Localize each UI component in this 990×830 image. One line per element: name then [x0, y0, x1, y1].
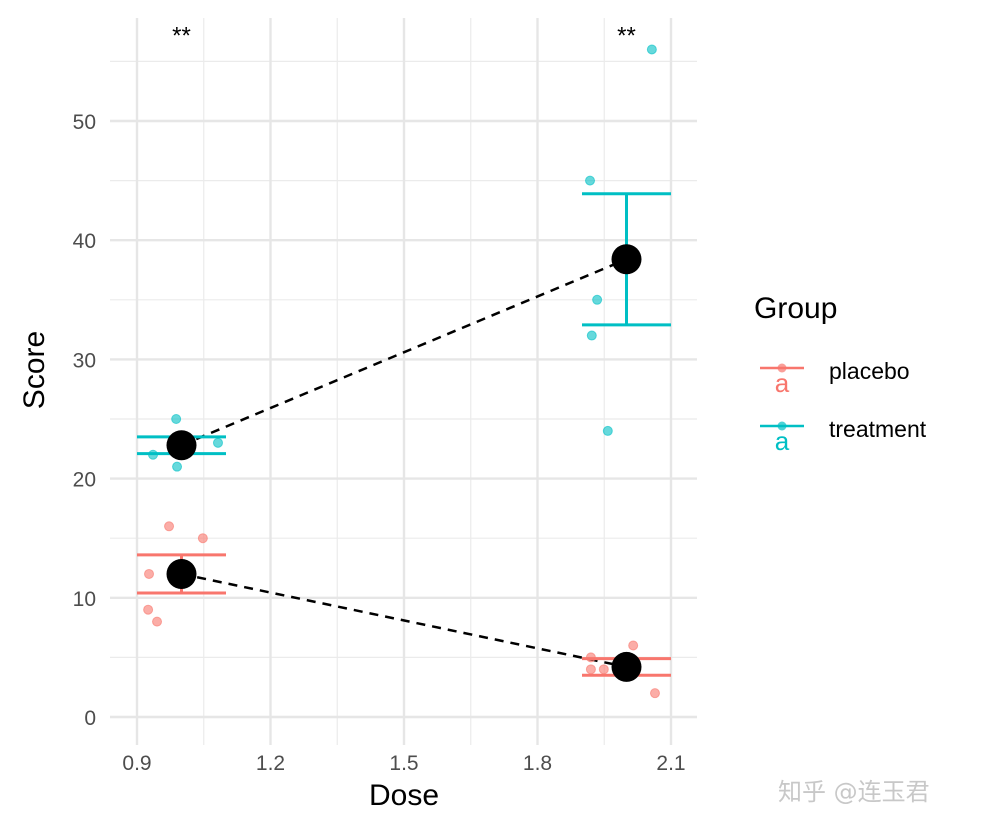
- mean-markers: [166, 244, 642, 682]
- point-treatment: [585, 175, 596, 186]
- legend: Group a placebo a treatment: [754, 292, 927, 456]
- point-treatment: [602, 425, 613, 436]
- point-treatment: [212, 437, 223, 448]
- x-tick-label: 1.8: [523, 752, 552, 775]
- legend-key-treatment: a: [760, 421, 804, 456]
- point-placebo: [152, 616, 163, 627]
- x-tick-label: 2.1: [656, 752, 685, 775]
- y-tick-label: 0: [84, 707, 96, 730]
- point-treatment: [646, 44, 657, 55]
- annotations: ** **: [172, 23, 636, 50]
- x-tick-label: 1.2: [256, 752, 285, 775]
- point-treatment: [171, 414, 182, 424]
- mean-marker-treatment: [611, 244, 642, 275]
- y-tick-label: 40: [73, 230, 96, 253]
- point-placebo: [585, 664, 596, 675]
- point-placebo: [144, 568, 155, 579]
- data-points: [143, 44, 660, 699]
- y-tick-label: 10: [73, 588, 96, 611]
- point-placebo: [598, 664, 609, 675]
- tick-labels: 0.9 1.2 1.5 1.8 2.1 0 10 20 30 40 50: [73, 111, 686, 775]
- mean-marker-placebo: [611, 651, 642, 682]
- y-axis-title: Score: [18, 331, 51, 409]
- legend-title: Group: [754, 292, 837, 325]
- legend-label-treatment: treatment: [829, 416, 927, 442]
- y-tick-label: 30: [73, 349, 96, 372]
- mean-line-treatment: [181, 258, 627, 447]
- x-tick-label: 0.9: [122, 752, 151, 775]
- point-placebo: [649, 688, 660, 699]
- legend-label-placebo: placebo: [829, 358, 910, 384]
- point-treatment: [172, 461, 183, 472]
- svg-text:a: a: [775, 368, 790, 398]
- mean-line-placebo: [181, 572, 627, 669]
- legend-key-placebo: a: [760, 363, 804, 398]
- x-axis-title: Dose: [369, 779, 439, 812]
- significance-label: **: [172, 23, 191, 50]
- significance-label: **: [617, 23, 636, 50]
- y-tick-label: 50: [73, 111, 96, 134]
- point-treatment: [592, 294, 603, 305]
- point-placebo: [143, 604, 154, 615]
- mean-marker-placebo: [166, 558, 197, 589]
- mean-marker-treatment: [166, 430, 197, 461]
- y-tick-label: 20: [73, 469, 96, 492]
- watermark: 知乎 @连玉君: [778, 778, 930, 806]
- svg-text:a: a: [775, 426, 790, 456]
- grid: [110, 18, 697, 745]
- point-placebo: [628, 640, 639, 651]
- point-placebo: [197, 533, 208, 544]
- point-placebo: [164, 521, 175, 532]
- mean-lines: [181, 258, 627, 669]
- point-treatment: [586, 330, 597, 341]
- x-tick-label: 1.5: [389, 752, 418, 775]
